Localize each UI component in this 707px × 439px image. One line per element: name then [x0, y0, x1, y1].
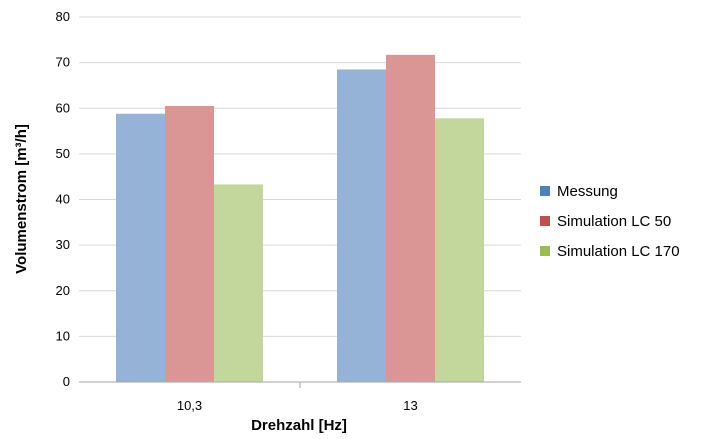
- y-tick-label: 10: [56, 328, 70, 343]
- axes: [79, 381, 521, 388]
- legend-label: Simulation LC 50: [557, 213, 671, 230]
- bar-simulation-lc-170-1: [435, 118, 484, 382]
- legend: Messung Simulation LC 50 Simulation LC 170: [540, 183, 680, 260]
- y-tick-label: 80: [56, 9, 70, 24]
- bar-messung-1: [337, 69, 386, 382]
- bar-simulation-lc-50-1: [386, 54, 435, 383]
- x-tick-labels: 10,3 13: [177, 398, 418, 413]
- x-tick-label: 13: [403, 398, 417, 413]
- y-tick-label: 20: [56, 283, 70, 298]
- bar-simulation-lc-50-0: [165, 105, 214, 382]
- legend-label: Simulation LC 170: [557, 243, 680, 260]
- y-tick-label: 50: [56, 146, 70, 161]
- y-tick-labels: 0 10 20 30 40 50 60 70 80: [56, 9, 70, 389]
- legend-swatch: [540, 216, 550, 226]
- y-tick-label: 60: [56, 100, 70, 115]
- y-tick-label: 70: [56, 55, 70, 70]
- bars: [116, 54, 484, 383]
- y-axis-title: Volumenstrom [m³/h]: [13, 124, 30, 274]
- bar-messung-0: [116, 113, 165, 382]
- legend-swatch: [540, 246, 550, 256]
- y-tick-label: 40: [56, 192, 70, 207]
- y-tick-label: 0: [63, 374, 70, 389]
- x-tick-label: 10,3: [177, 398, 202, 413]
- legend-label: Messung: [557, 183, 618, 200]
- y-tick-label: 30: [56, 237, 70, 252]
- x-axis-title: Drehzahl [Hz]: [251, 417, 347, 434]
- bar-simulation-lc-170-0: [214, 184, 263, 382]
- legend-swatch: [540, 186, 550, 196]
